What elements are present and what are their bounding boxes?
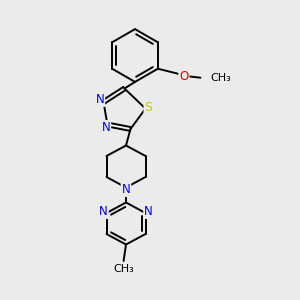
Text: CH₃: CH₃: [113, 264, 134, 274]
Text: N: N: [144, 205, 153, 218]
Text: N: N: [95, 93, 104, 106]
Text: S: S: [145, 100, 152, 114]
Text: CH₃: CH₃: [210, 73, 231, 83]
Text: N: N: [99, 205, 108, 218]
Text: N: N: [122, 183, 130, 196]
Text: O: O: [179, 70, 189, 83]
Text: N: N: [101, 121, 110, 134]
